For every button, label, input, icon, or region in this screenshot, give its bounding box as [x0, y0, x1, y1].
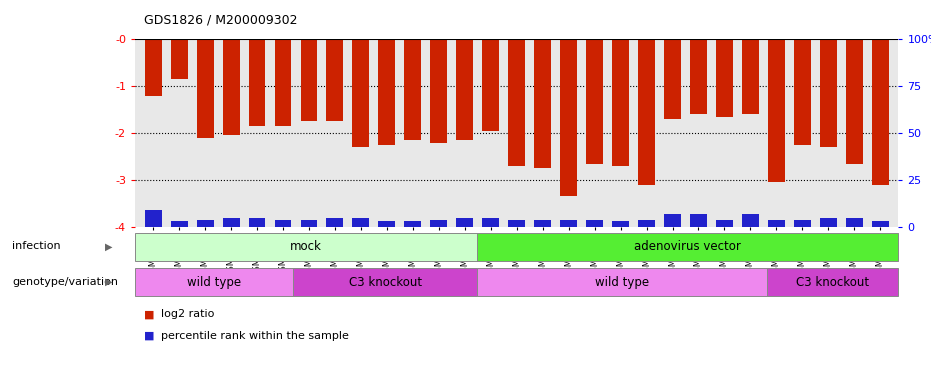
Bar	[871, 39, 889, 185]
Text: mock: mock	[290, 240, 322, 253]
Bar	[378, 221, 396, 227]
Bar	[820, 39, 837, 147]
Bar	[404, 39, 421, 140]
Text: C3 knockout: C3 knockout	[796, 276, 870, 289]
Bar	[846, 218, 863, 227]
Bar	[170, 221, 187, 227]
Bar	[301, 39, 317, 122]
Bar	[664, 39, 681, 119]
Bar	[587, 220, 603, 227]
Bar	[301, 220, 317, 227]
Bar	[534, 220, 551, 227]
Bar	[249, 218, 265, 227]
Bar	[871, 221, 889, 227]
Text: ■: ■	[144, 309, 155, 320]
Bar	[638, 39, 655, 185]
Bar	[378, 39, 396, 145]
Text: ▶: ▶	[105, 242, 113, 251]
Bar	[768, 220, 785, 227]
Text: wild type: wild type	[187, 276, 241, 289]
Bar	[456, 218, 473, 227]
Bar	[638, 220, 655, 227]
Bar	[508, 39, 525, 166]
Bar	[430, 39, 447, 142]
Bar	[249, 39, 265, 126]
Text: adenovirus vector: adenovirus vector	[634, 240, 741, 253]
Bar	[135, 268, 293, 296]
Bar	[135, 232, 478, 261]
Bar	[223, 39, 239, 135]
Bar	[223, 218, 239, 227]
Bar	[353, 218, 370, 227]
Bar	[456, 39, 473, 140]
Bar	[716, 220, 733, 227]
Bar	[613, 39, 629, 166]
Bar	[478, 232, 898, 261]
Bar	[196, 39, 213, 138]
Bar	[327, 218, 344, 227]
Bar	[742, 214, 759, 227]
Bar	[430, 220, 447, 227]
Bar	[534, 39, 551, 168]
Bar	[587, 39, 603, 164]
Bar	[560, 220, 577, 227]
Bar	[794, 39, 811, 145]
Text: C3 knockout: C3 knockout	[348, 276, 422, 289]
Bar	[144, 210, 162, 227]
Bar	[690, 214, 707, 227]
Bar	[482, 218, 499, 227]
Bar	[404, 221, 421, 227]
Bar	[560, 39, 577, 197]
Bar	[482, 39, 499, 131]
Text: ▶: ▶	[105, 277, 113, 287]
Bar	[478, 268, 767, 296]
Text: genotype/variation: genotype/variation	[12, 277, 118, 287]
Bar	[327, 39, 344, 122]
Bar	[794, 220, 811, 227]
Bar	[768, 39, 785, 182]
Bar	[767, 268, 898, 296]
Bar	[690, 39, 707, 114]
Bar	[664, 214, 681, 227]
Bar	[353, 39, 370, 147]
Bar	[742, 39, 759, 114]
Bar	[144, 39, 162, 96]
Bar	[170, 39, 187, 79]
Bar	[613, 221, 629, 227]
Text: percentile rank within the sample: percentile rank within the sample	[161, 331, 349, 341]
Text: ■: ■	[144, 331, 155, 341]
Bar	[846, 39, 863, 164]
Text: GDS1826 / M200009302: GDS1826 / M200009302	[144, 13, 298, 26]
Bar	[275, 39, 291, 126]
Text: infection: infection	[12, 242, 61, 251]
Bar	[820, 218, 837, 227]
Bar	[275, 220, 291, 227]
Bar	[508, 220, 525, 227]
Bar	[293, 268, 478, 296]
Bar	[716, 39, 733, 117]
Text: wild type: wild type	[595, 276, 649, 289]
Bar	[196, 220, 213, 227]
Text: log2 ratio: log2 ratio	[161, 309, 214, 320]
